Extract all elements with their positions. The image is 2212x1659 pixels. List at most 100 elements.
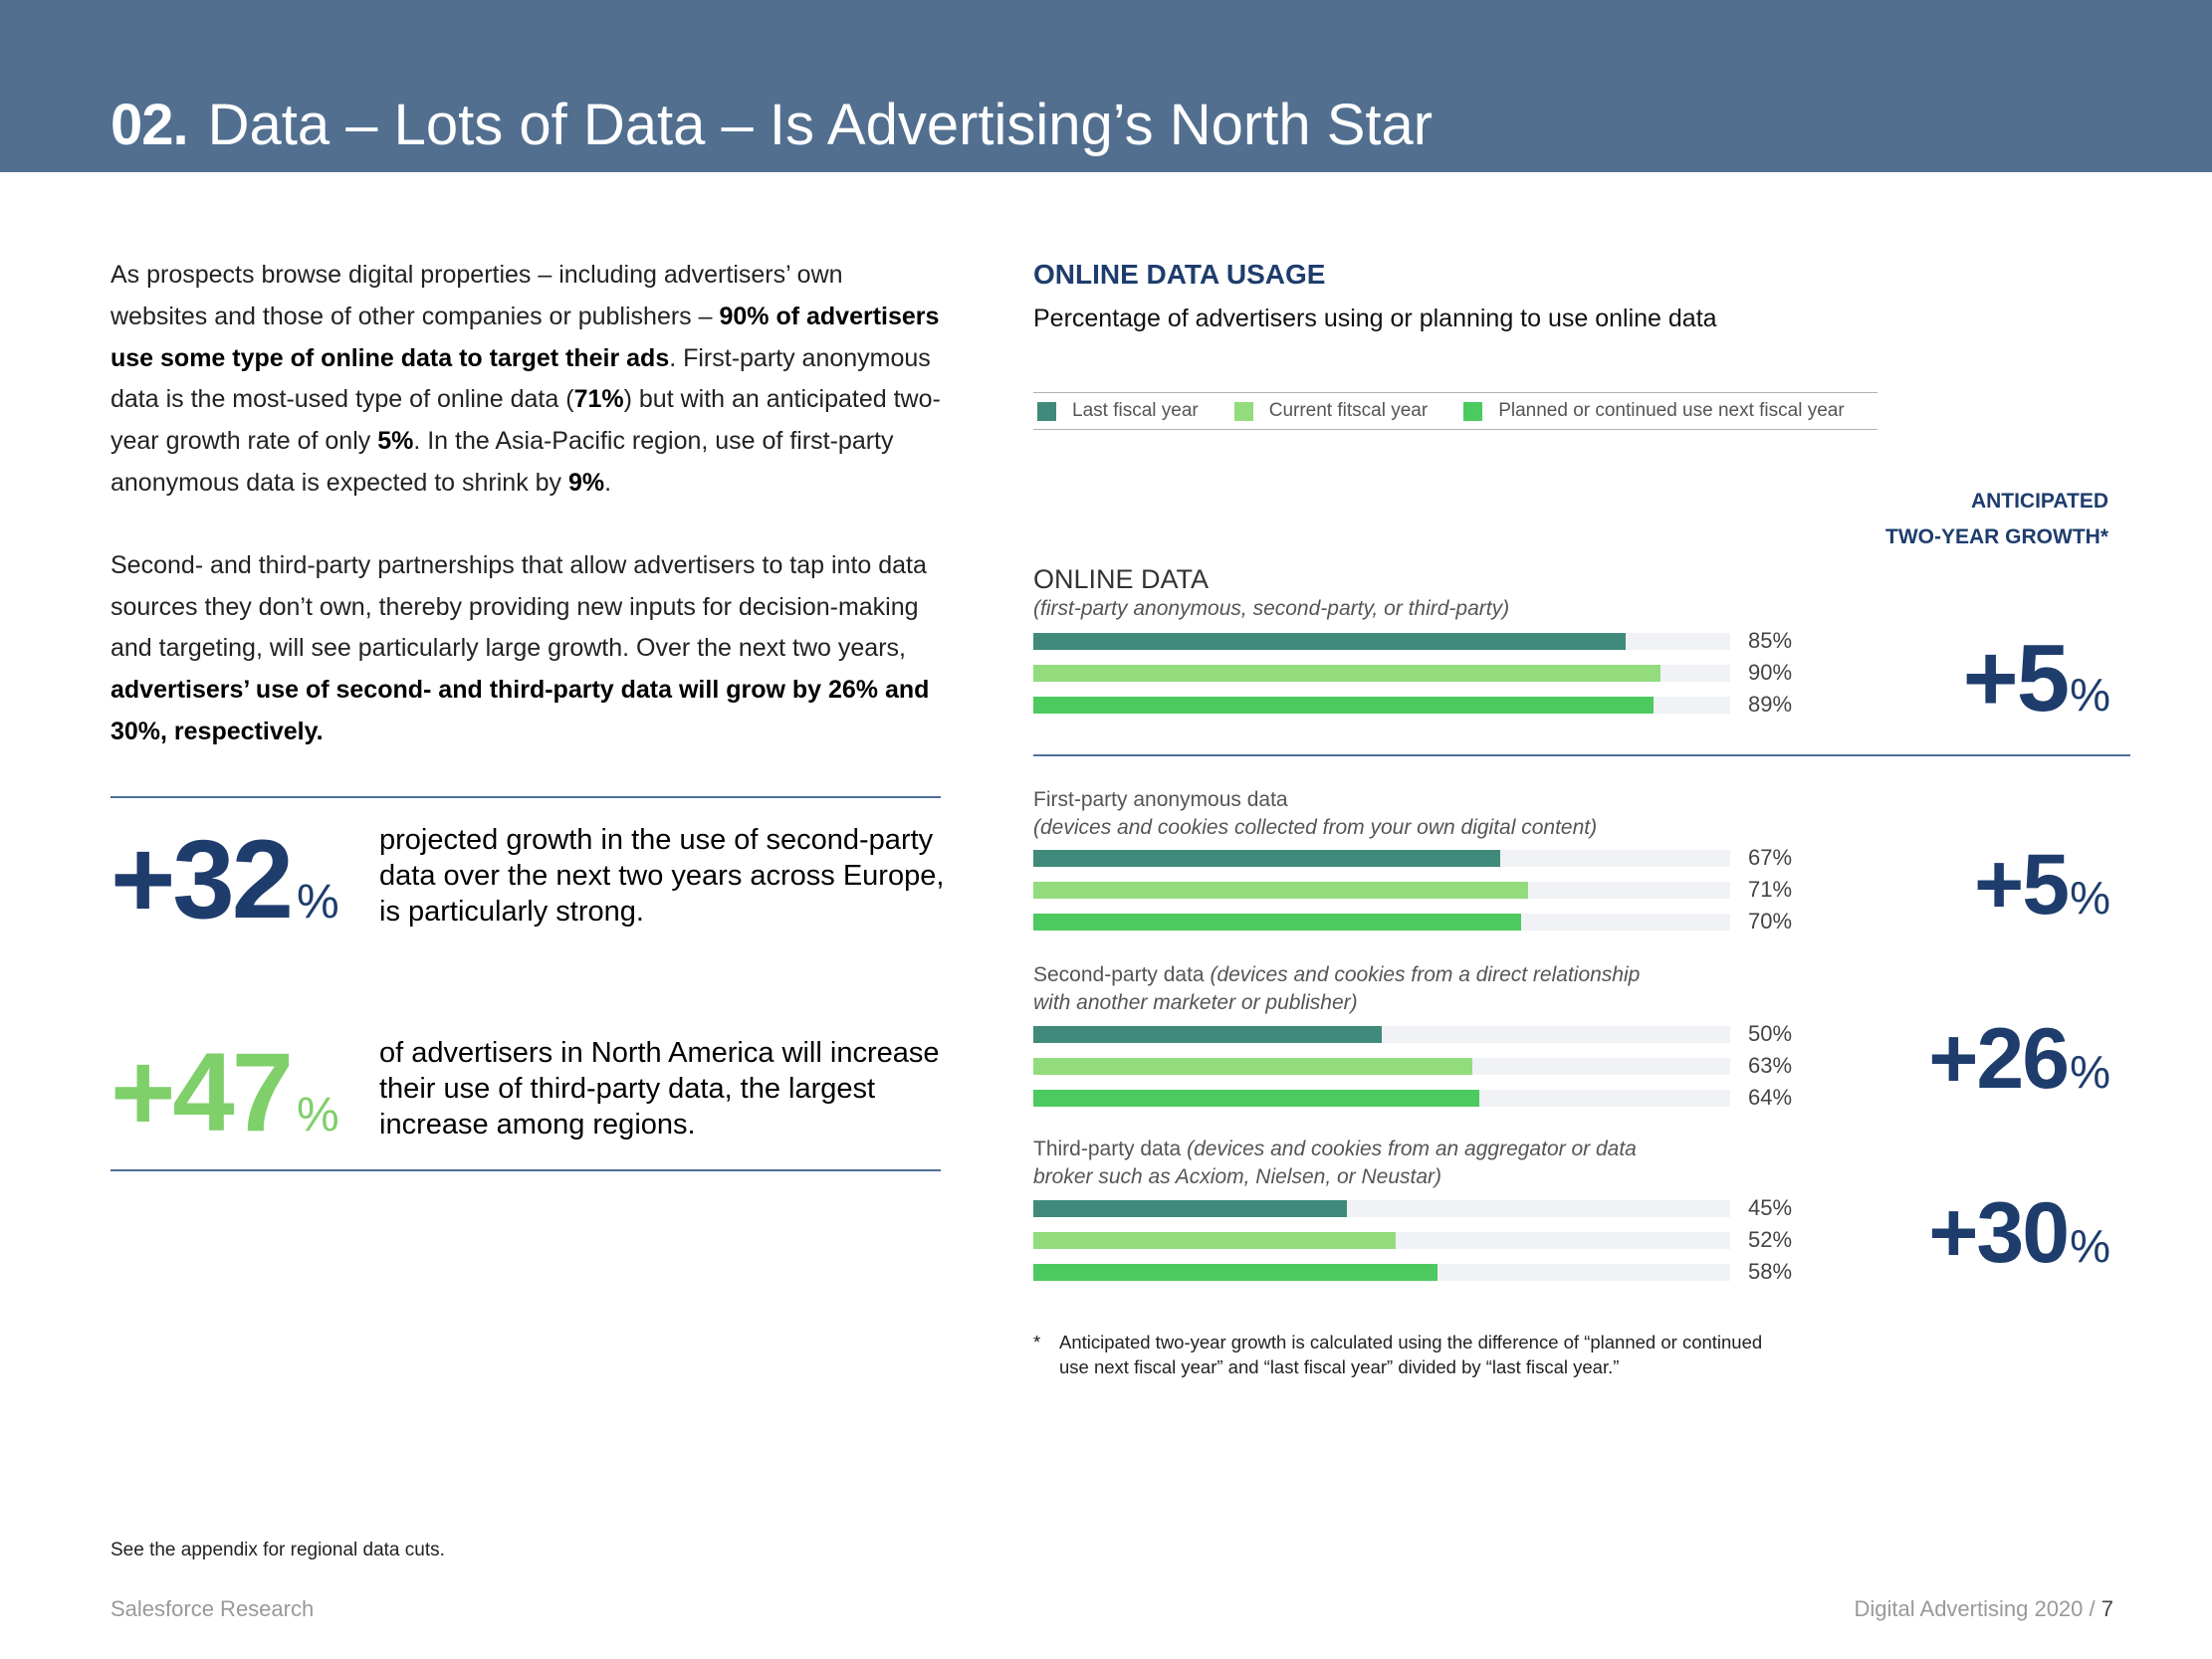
growth-number: +5 bbox=[1974, 837, 2070, 933]
bar-first-party-last bbox=[1033, 850, 1500, 867]
legend-swatch-current bbox=[1233, 401, 1253, 421]
stat-europe-value: +32% bbox=[111, 824, 339, 958]
legend-item-planned: Planned or continued use next fiscal yea… bbox=[1463, 400, 1845, 422]
chart-title: ONLINE DATA USAGE bbox=[1033, 259, 1326, 290]
bar-value-label: 63% bbox=[1748, 1053, 1793, 1078]
bar-first-party-planned bbox=[1033, 914, 1521, 931]
bar-track-current: 63% bbox=[1033, 1055, 1792, 1077]
footer-report-name: Digital Advertising 2020 bbox=[1854, 1596, 2084, 1621]
stat-europe-number: +32 bbox=[111, 817, 294, 941]
growth-value-first-party: +5% bbox=[1974, 842, 2110, 940]
bar-value-label: 52% bbox=[1748, 1227, 1793, 1252]
page-title: 02. Data – Lots of Data – Is Advertising’… bbox=[111, 92, 1433, 158]
footer-publication: Digital Advertising 2020 / 7 bbox=[1854, 1596, 2113, 1622]
stat-divider-bottom bbox=[111, 1169, 941, 1171]
stat-europe-unit: % bbox=[296, 876, 339, 929]
stat-north-america-text: of advertisers in North America will inc… bbox=[379, 1037, 940, 1141]
chart-group-online-data: ONLINE DATA (first-party anonymous, secon… bbox=[1033, 563, 2128, 623]
chart-group-first-party: First-party anonymous data (devices and c… bbox=[1033, 786, 2128, 842]
bar-track-current: 90% bbox=[1033, 662, 1792, 684]
bar-online-data-last bbox=[1033, 633, 1626, 650]
legend-label-last: Last fiscal year bbox=[1072, 400, 1199, 421]
growth-number: +30 bbox=[1928, 1185, 2070, 1281]
growth-number: +26 bbox=[1928, 1011, 2070, 1107]
group-subtitle: (first-party anonymous, second-party, or… bbox=[1033, 597, 1510, 620]
chart-footnote: * Anticipated two-year growth is calcula… bbox=[1033, 1330, 1790, 1379]
paragraph-online-data: As prospects browse digital properties –… bbox=[111, 261, 941, 497]
group-subtitle: (devices and cookies collected from your… bbox=[1033, 816, 1598, 839]
bar-value-label: 45% bbox=[1748, 1195, 1793, 1220]
legend-item-current: Current fitscal year bbox=[1233, 400, 1429, 422]
appendix-note: See the appendix for regional data cuts. bbox=[111, 1540, 445, 1560]
bar-value-label: 71% bbox=[1748, 877, 1793, 902]
bar-track-current: 52% bbox=[1033, 1229, 1792, 1251]
bar-third-party-current bbox=[1033, 1232, 1396, 1249]
bar-track-planned: 64% bbox=[1033, 1087, 1792, 1109]
bar-second-party-current bbox=[1033, 1058, 1472, 1075]
chart-subtitle: Percentage of advertisers using or plann… bbox=[1033, 305, 1717, 332]
bar-online-data-current bbox=[1033, 665, 1660, 682]
bar-value-label: 89% bbox=[1748, 692, 1793, 717]
section-number: 02. bbox=[111, 93, 189, 157]
growth-unit: % bbox=[2070, 1046, 2110, 1098]
section-title: Data – Lots of Data – Is Advertising’s N… bbox=[207, 93, 1434, 157]
bar-track-last: 50% bbox=[1033, 1023, 1792, 1045]
group-title-text: Third-party data bbox=[1033, 1138, 1188, 1160]
legend-label-planned: Planned or continued use next fiscal yea… bbox=[1498, 400, 1845, 421]
group-title: Third-party data (devices and cookies fr… bbox=[1033, 1136, 1670, 1191]
bar-online-data-planned bbox=[1033, 697, 1654, 714]
stat-north-america-unit: % bbox=[296, 1089, 339, 1141]
stat-north-america-value: +47% bbox=[111, 1037, 339, 1171]
bar-track-last: 67% bbox=[1033, 847, 1792, 869]
bar-track-planned: 70% bbox=[1033, 911, 1792, 933]
body-text: As prospects browse digital properties –… bbox=[111, 255, 942, 753]
growth-header-line-1: ANTICIPATED bbox=[1970, 490, 2108, 513]
legend-item-last: Last fiscal year bbox=[1037, 400, 1199, 422]
bar-value-label: 50% bbox=[1748, 1021, 1793, 1046]
group-title-text: Second-party data bbox=[1033, 963, 1211, 986]
growth-unit: % bbox=[2070, 669, 2110, 721]
group-title: ONLINE DATA bbox=[1033, 564, 1210, 594]
bar-track-last: 45% bbox=[1033, 1197, 1792, 1219]
bar-first-party-current bbox=[1033, 882, 1528, 899]
page-header: 02. Data – Lots of Data – Is Advertising’… bbox=[0, 0, 2212, 172]
growth-unit: % bbox=[2070, 872, 2110, 924]
bar-track-planned: 89% bbox=[1033, 694, 1792, 716]
legend-swatch-planned bbox=[1463, 401, 1483, 421]
growth-header-line-2: TWO-YEAR GROWTH* bbox=[1885, 525, 2108, 548]
bar-value-label: 58% bbox=[1748, 1259, 1793, 1284]
bar-track-planned: 58% bbox=[1033, 1261, 1792, 1283]
chart-legend: Last fiscal year Current fitscal year Pl… bbox=[1033, 392, 1878, 430]
bar-value-label: 64% bbox=[1748, 1085, 1793, 1110]
group-title: First-party anonymous data bbox=[1033, 788, 1288, 811]
bar-second-party-last bbox=[1033, 1026, 1382, 1043]
stat-europe-text: projected growth in the use of second-pa… bbox=[379, 824, 945, 928]
footnote-asterisk: * bbox=[1033, 1332, 1041, 1352]
bar-track-last: 85% bbox=[1033, 630, 1792, 652]
footer-source: Salesforce Research bbox=[111, 1596, 315, 1621]
group-subtitle: (devices and cookies from a direct relat… bbox=[1033, 963, 1641, 1014]
chart-group-third-party: Third-party data (devices and cookies fr… bbox=[1033, 1136, 2128, 1191]
bar-value-label: 67% bbox=[1748, 845, 1793, 870]
bar-value-label: 90% bbox=[1748, 660, 1793, 685]
growth-unit: % bbox=[2070, 1220, 2110, 1272]
footer-separator: / bbox=[2083, 1596, 2101, 1621]
legend-swatch-last bbox=[1037, 401, 1056, 421]
bar-third-party-planned bbox=[1033, 1264, 1438, 1281]
group-title: Second-party data (devices and cookies f… bbox=[1033, 961, 1670, 1017]
growth-column-header: ANTICIPATED TWO-YEAR GROWTH* bbox=[1885, 484, 2108, 555]
growth-value-online-data: +5% bbox=[1963, 631, 2110, 742]
legend-label-current: Current fitscal year bbox=[1268, 400, 1429, 421]
stat-north-america-number: +47 bbox=[111, 1030, 294, 1154]
paragraph-partnerships: Second- and third-party partnerships tha… bbox=[111, 550, 930, 745]
growth-value-second-party: +26% bbox=[1928, 1016, 2110, 1115]
chart-section-divider bbox=[1033, 754, 2130, 756]
bar-value-label: 85% bbox=[1748, 628, 1793, 653]
footnote-text: Anticipated two-year growth is calculate… bbox=[1059, 1332, 1763, 1377]
bar-third-party-last bbox=[1033, 1200, 1347, 1217]
bar-track-current: 71% bbox=[1033, 879, 1792, 901]
growth-number: +5 bbox=[1962, 625, 2070, 731]
group-subtitle: (devices and cookies from an aggregator … bbox=[1033, 1138, 1637, 1188]
page-number: 7 bbox=[2101, 1596, 2113, 1621]
stat-divider-top bbox=[111, 796, 941, 798]
